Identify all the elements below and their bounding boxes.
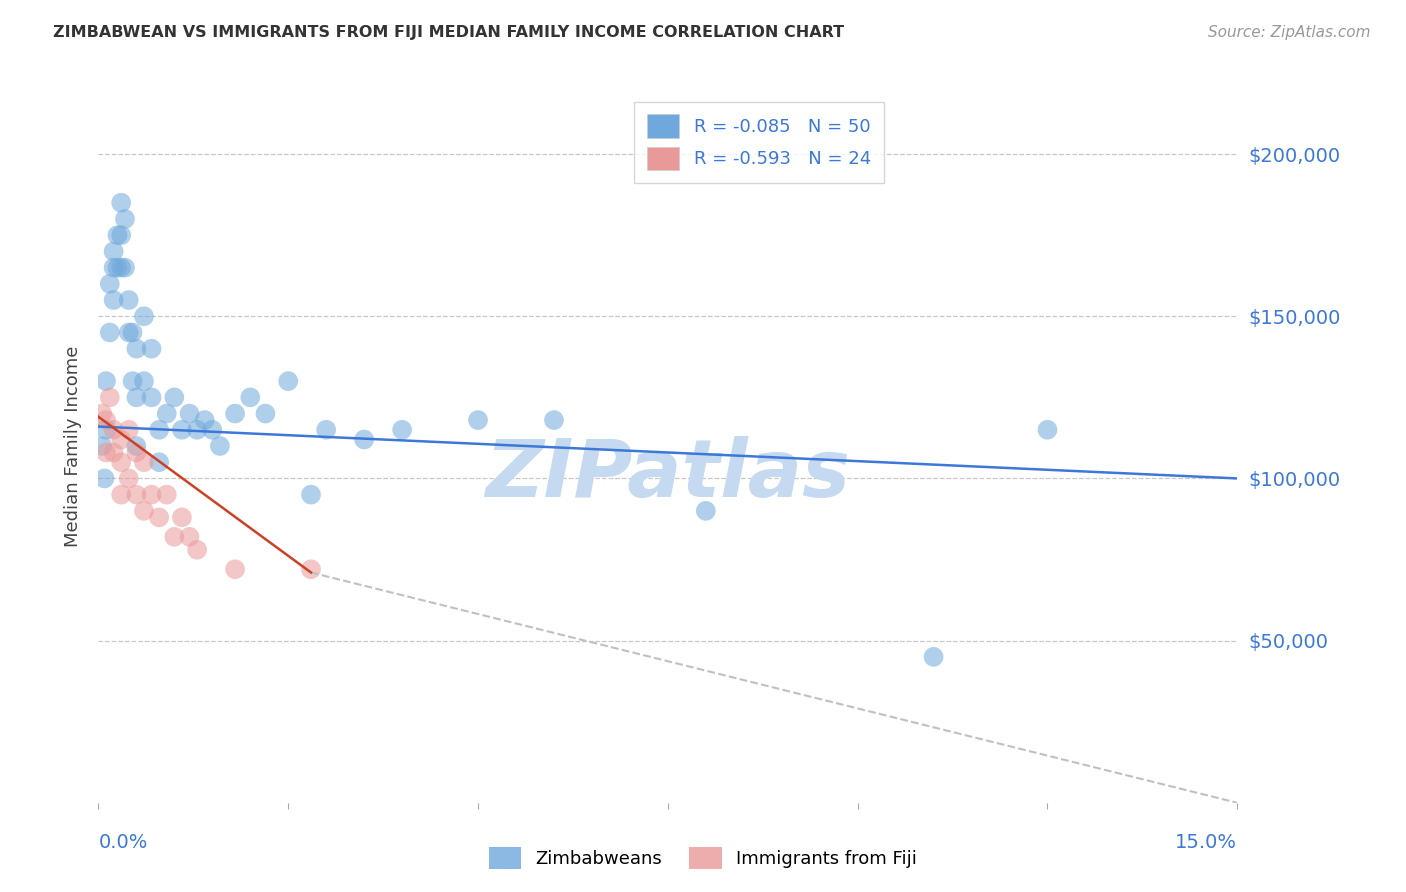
Point — [277, 374, 299, 388]
Point — [91, 407, 114, 421]
Text: ZIMBABWEAN VS IMMIGRANTS FROM FIJI MEDIAN FAMILY INCOME CORRELATION CHART: ZIMBABWEAN VS IMMIGRANTS FROM FIJI MEDIA… — [53, 25, 845, 40]
Point — [103, 260, 125, 275]
Point — [922, 649, 945, 664]
Point — [114, 211, 136, 226]
Point — [148, 455, 170, 469]
Point — [299, 562, 322, 576]
Point — [121, 326, 143, 340]
Point — [125, 445, 148, 459]
Point — [110, 260, 132, 275]
Legend: R = -0.085   N = 50, R = -0.593   N = 24: R = -0.085 N = 50, R = -0.593 N = 24 — [634, 102, 884, 183]
Point — [299, 488, 322, 502]
Point — [224, 562, 246, 576]
Point — [1036, 423, 1059, 437]
Point — [170, 423, 193, 437]
Point — [110, 228, 132, 243]
Point — [148, 423, 170, 437]
Point — [103, 445, 125, 459]
Point — [186, 423, 208, 437]
Point — [103, 293, 125, 307]
Point — [467, 413, 489, 427]
Point — [141, 390, 163, 404]
Point — [103, 423, 125, 437]
Point — [121, 374, 143, 388]
Point — [118, 326, 141, 340]
Point — [110, 455, 132, 469]
Point — [132, 310, 155, 324]
Point — [118, 423, 141, 437]
Point — [107, 228, 129, 243]
Point — [163, 390, 186, 404]
Point — [179, 407, 201, 421]
Point — [98, 277, 121, 291]
Point — [353, 433, 375, 447]
Point — [91, 439, 114, 453]
Point — [208, 439, 231, 453]
Text: 0.0%: 0.0% — [98, 833, 148, 853]
Point — [114, 260, 136, 275]
Point — [148, 510, 170, 524]
Point — [94, 413, 117, 427]
Point — [141, 488, 163, 502]
Point — [239, 390, 262, 404]
Point — [315, 423, 337, 437]
Text: ZIPatlas: ZIPatlas — [485, 435, 851, 514]
Point — [94, 423, 117, 437]
Legend: Zimbabweans, Immigrants from Fiji: Zimbabweans, Immigrants from Fiji — [481, 839, 925, 876]
Point — [132, 455, 155, 469]
Point — [125, 342, 148, 356]
Y-axis label: Median Family Income: Median Family Income — [65, 345, 83, 547]
Point — [125, 390, 148, 404]
Point — [224, 407, 246, 421]
Point — [107, 260, 129, 275]
Point — [118, 293, 141, 307]
Point — [94, 445, 117, 459]
Point — [163, 530, 186, 544]
Point — [201, 423, 224, 437]
Point — [391, 423, 413, 437]
Point — [98, 326, 121, 340]
Text: Source: ZipAtlas.com: Source: ZipAtlas.com — [1208, 25, 1371, 40]
Point — [110, 433, 132, 447]
Point — [132, 504, 155, 518]
Point — [110, 488, 132, 502]
Point — [141, 342, 163, 356]
Point — [156, 407, 179, 421]
Point — [170, 510, 193, 524]
Point — [118, 471, 141, 485]
Point — [103, 244, 125, 259]
Point — [156, 488, 179, 502]
Point — [186, 542, 208, 557]
Point — [695, 504, 717, 518]
Text: 15.0%: 15.0% — [1175, 833, 1237, 853]
Point — [94, 374, 117, 388]
Point — [110, 195, 132, 210]
Point — [543, 413, 565, 427]
Point — [125, 439, 148, 453]
Point — [254, 407, 277, 421]
Point — [125, 488, 148, 502]
Point — [179, 530, 201, 544]
Point — [93, 471, 115, 485]
Point — [194, 413, 217, 427]
Point — [132, 374, 155, 388]
Point — [98, 390, 121, 404]
